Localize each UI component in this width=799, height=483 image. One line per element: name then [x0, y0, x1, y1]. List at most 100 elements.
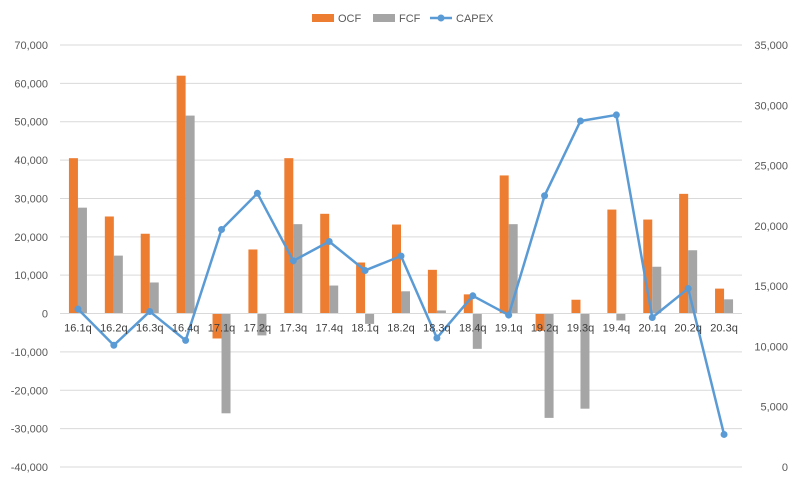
point-capex	[361, 266, 369, 274]
category-label: 20.1q	[638, 323, 666, 335]
right-axis-tick-label: 30,000	[754, 100, 788, 112]
right-axis-tick-label: 10,000	[754, 341, 788, 353]
bar-ocf	[643, 219, 653, 314]
bar-ocf	[68, 158, 78, 314]
bar-fcf	[77, 207, 87, 314]
category-label: 17.3q	[280, 323, 308, 335]
category-label: 20.2q	[674, 323, 702, 335]
category-label: 18.1q	[351, 323, 379, 335]
bar-fcf	[616, 313, 626, 321]
legend-label-fcf: FCF	[399, 13, 421, 25]
category-label: 19.2q	[531, 323, 559, 335]
point-capex	[325, 238, 333, 246]
right-axis-tick-label: 5,000	[760, 402, 788, 414]
right-axis-tick-label: 0	[782, 462, 788, 474]
bar-fcf	[401, 291, 410, 314]
right-axis-tick-label: 35,000	[754, 40, 788, 52]
point-capex	[576, 117, 584, 125]
bar-fcf	[257, 313, 267, 336]
bar-ocf	[212, 313, 222, 339]
category-label: 16.2q	[100, 323, 128, 335]
bar-ocf	[104, 216, 114, 314]
category-label: 19.4q	[603, 323, 631, 335]
legend-swatch-ocf	[312, 14, 334, 22]
bar-fcf	[149, 282, 159, 314]
point-capex	[397, 252, 405, 260]
left-axis-tick-label: -30,000	[11, 424, 48, 436]
bar-ocf	[248, 249, 258, 314]
left-axis-tick-label: 50,000	[14, 117, 48, 129]
bar-fcf	[329, 285, 339, 314]
bar-ocf	[535, 313, 545, 331]
bar-ocf	[320, 213, 330, 314]
legend: OCF FCF CAPEX	[312, 13, 494, 25]
category-labels: 16.1q 16.2q 16.3q 16.4q 17.1q 17.2q 17.3q 17.4q…	[64, 323, 738, 335]
bar-ocf	[427, 269, 437, 314]
capex-series	[74, 111, 728, 438]
right-axis-ticks: 35,000 30,000 25,000 20,000 15,000 10,000 5,00…	[754, 40, 788, 474]
bar-ocf	[463, 294, 473, 314]
point-capex	[648, 313, 656, 321]
point-capex	[505, 311, 513, 319]
point-capex	[541, 192, 549, 200]
right-axis-tick-label: 25,000	[754, 161, 788, 173]
bar-ocf	[679, 193, 689, 314]
category-label: 20.3q	[710, 323, 738, 335]
bar-fcf	[185, 115, 195, 314]
left-axis-tick-label: -10,000	[11, 347, 48, 359]
legend-label-capex: CAPEX	[456, 13, 494, 25]
category-label: 18.4q	[459, 323, 487, 335]
point-capex	[253, 189, 261, 197]
point-capex	[74, 305, 82, 313]
bar-fcf	[436, 310, 446, 314]
bar-fcf	[652, 266, 662, 314]
bar-fcf	[113, 255, 123, 314]
category-label: 16.1q	[64, 323, 92, 335]
category-label: 19.3q	[567, 323, 595, 335]
bar-series	[68, 75, 734, 418]
left-axis-tick-label: 60,000	[14, 78, 48, 90]
point-capex	[146, 307, 154, 315]
legend-swatch-fcf	[373, 14, 395, 22]
point-capex	[433, 334, 441, 342]
bar-fcf	[688, 250, 698, 314]
left-axis-tick-label: 0	[42, 309, 48, 321]
category-label: 17.2q	[244, 323, 272, 335]
bar-fcf	[544, 313, 554, 418]
bar-fcf	[724, 299, 734, 314]
bar-fcf	[221, 313, 231, 414]
point-capex	[110, 341, 118, 349]
left-axis-tick-label: 10,000	[14, 270, 48, 282]
point-capex	[612, 111, 620, 119]
category-label: 18.2q	[387, 323, 415, 335]
bar-ocf	[499, 175, 509, 314]
bar-ocf	[715, 288, 725, 314]
left-axis-tick-label: -20,000	[11, 385, 48, 397]
point-capex	[684, 285, 692, 293]
category-label: 16.4q	[172, 323, 200, 335]
category-label: 17.4q	[315, 323, 343, 335]
left-axis-tick-label: 30,000	[14, 193, 48, 205]
legend-swatch-capex-marker	[437, 14, 445, 22]
bar-fcf	[508, 224, 518, 314]
point-capex	[182, 336, 190, 344]
left-axis-tick-label: 40,000	[14, 155, 48, 167]
point-capex	[469, 292, 477, 300]
bar-ocf	[356, 262, 366, 314]
category-label: 16.3q	[136, 323, 164, 335]
left-axis-tick-label: 20,000	[14, 232, 48, 244]
left-axis-tick-label: -40,000	[11, 462, 48, 474]
point-capex	[218, 225, 226, 233]
legend-label-ocf: OCF	[338, 13, 362, 25]
bar-fcf	[365, 313, 375, 324]
bar-fcf	[580, 313, 590, 409]
bar-fcf	[472, 313, 482, 349]
point-capex	[289, 257, 297, 265]
left-axis-tick-label: 70,000	[14, 40, 48, 52]
point-capex	[720, 430, 728, 438]
right-axis-tick-label: 20,000	[754, 221, 788, 233]
bar-ocf	[284, 158, 294, 314]
category-label: 18.3q	[423, 323, 451, 335]
bar-ocf	[571, 299, 581, 314]
